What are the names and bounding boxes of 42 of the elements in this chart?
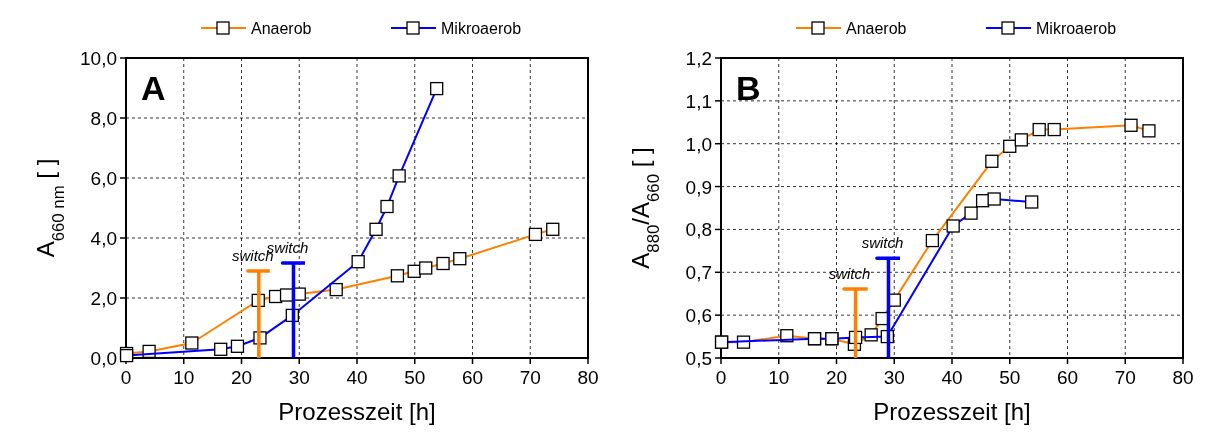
y-tick-label: 10,0 — [80, 48, 117, 69]
x-tick-label: 70 — [1114, 367, 1136, 388]
y-tick-label: 0,9 — [685, 176, 712, 198]
x-tick-label: 40 — [941, 367, 963, 388]
y-tick-label: 0,8 — [685, 219, 712, 241]
x-tick-label: 80 — [577, 367, 599, 388]
y-tick-label: 1,1 — [685, 90, 712, 112]
x-tick-label: 30 — [288, 367, 310, 388]
x-tick-label: 70 — [519, 367, 541, 388]
y-tick-label: 1,0 — [685, 133, 712, 155]
y-tick-label: 0,7 — [685, 262, 712, 284]
x-tick-label: 20 — [230, 367, 253, 388]
x-tick-label: 50 — [404, 367, 426, 388]
x-tick-label: 40 — [346, 367, 368, 388]
x-tick-label: 50 — [999, 367, 1021, 388]
legend-label: Mikroaerob — [441, 20, 522, 37]
y-tick-label: 2,0 — [90, 288, 117, 309]
x-tick-label: 10 — [173, 367, 195, 388]
x-tick-label: 80 — [1172, 367, 1194, 388]
x-tick-label: 0 — [120, 367, 132, 388]
x-tick-label: 60 — [461, 367, 484, 388]
annotation: switch — [861, 234, 904, 252]
annotation: B — [736, 69, 761, 107]
x-axis-title: Prozesszeit [h] — [873, 398, 1031, 425]
x-tick-label: 30 — [883, 367, 905, 388]
x-tick-label: 60 — [1056, 367, 1079, 388]
y-tick-label: 6,0 — [90, 168, 117, 189]
x-axis-title: Prozesszeit [h] — [278, 398, 436, 425]
annotation: A — [141, 69, 166, 107]
legend-label: Mikroaerob — [1036, 20, 1117, 37]
legend-label: Anaerob — [251, 20, 312, 37]
legend-label: Anaerob — [846, 20, 907, 37]
y-tick-label: 8,0 — [90, 108, 117, 129]
x-tick-label: 0 — [715, 367, 727, 388]
annotation: switch — [828, 265, 871, 282]
y-tick-label: 0,5 — [685, 348, 712, 369]
y-tick-label: 0,0 — [90, 348, 117, 369]
x-tick-label: 20 — [825, 367, 848, 388]
y-tick-label: 0,6 — [685, 305, 712, 327]
y-tick-label: 4,0 — [90, 228, 117, 249]
x-tick-label: 10 — [768, 367, 790, 388]
y-tick-label: 1,2 — [685, 48, 712, 69]
